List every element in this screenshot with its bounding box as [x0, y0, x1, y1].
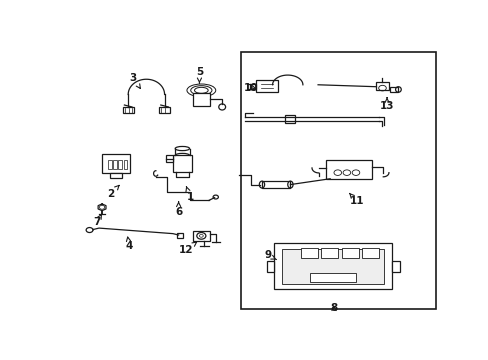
Bar [193, 231, 210, 242]
Text: 8: 8 [330, 303, 337, 313]
Bar [391, 261, 399, 272]
Bar [173, 155, 191, 172]
Bar [284, 115, 295, 123]
Bar [193, 93, 209, 105]
Bar [326, 160, 371, 179]
Text: 5: 5 [195, 67, 203, 83]
Bar [250, 84, 255, 89]
Text: 1: 1 [185, 186, 193, 202]
Bar [123, 161, 127, 169]
Bar [266, 261, 274, 272]
Bar [113, 161, 117, 169]
Text: 9: 9 [264, 250, 276, 260]
Bar [255, 80, 277, 92]
Text: 11: 11 [349, 193, 363, 206]
Bar [262, 181, 290, 188]
Text: 6: 6 [175, 202, 182, 217]
Bar [122, 107, 133, 113]
Text: 4: 4 [125, 237, 133, 251]
Bar [159, 107, 169, 113]
Bar [110, 173, 122, 178]
Text: 10: 10 [243, 82, 257, 93]
Bar [241, 51, 435, 309]
Bar [361, 248, 378, 258]
Bar [107, 161, 111, 169]
Text: 2: 2 [106, 185, 119, 199]
Bar [166, 156, 173, 162]
Text: 7: 7 [93, 214, 102, 227]
Text: 12: 12 [179, 242, 196, 255]
Bar [177, 233, 183, 238]
Bar [282, 249, 384, 284]
Bar [376, 82, 388, 90]
Bar [102, 154, 129, 173]
Bar [274, 243, 391, 289]
Text: 3: 3 [129, 73, 140, 89]
Bar [341, 248, 358, 258]
Text: 13: 13 [379, 98, 393, 111]
Bar [118, 161, 122, 169]
Bar [310, 273, 355, 282]
Bar [301, 248, 317, 258]
Bar [321, 248, 338, 258]
Bar [389, 87, 398, 92]
